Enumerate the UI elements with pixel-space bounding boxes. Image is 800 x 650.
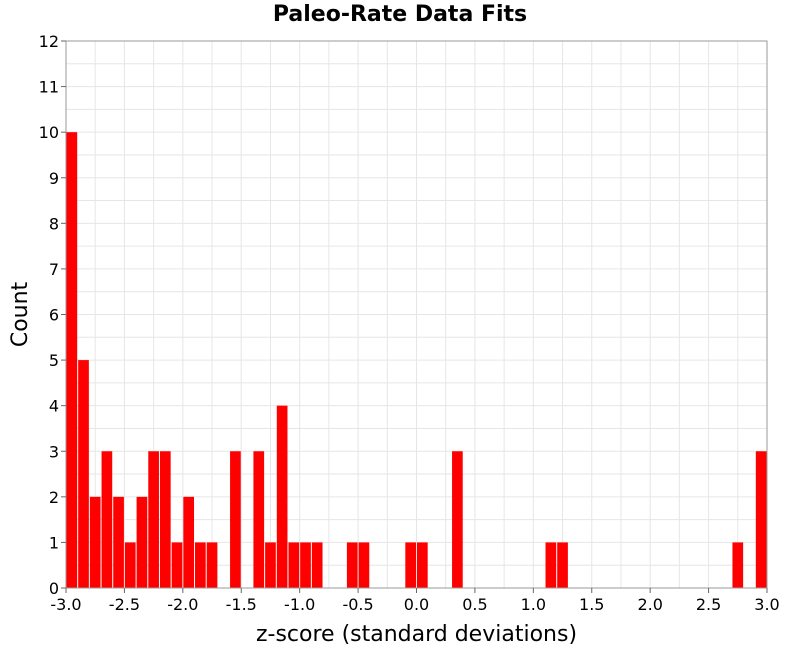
y-tick-label: 10 [39, 123, 59, 142]
histogram-bar [300, 542, 311, 588]
histogram-bar [311, 542, 323, 588]
y-tick-label: 5 [49, 351, 59, 370]
histogram-bar [195, 542, 206, 588]
y-tick-label: 2 [49, 488, 59, 507]
chart-title: Paleo-Rate Data Fits [272, 2, 528, 27]
histogram-bar [265, 542, 276, 588]
y-tick-label: 11 [39, 78, 59, 97]
grid-layer [65, 40, 768, 589]
y-tick-label: 8 [49, 214, 59, 233]
histogram-bar [346, 542, 358, 588]
y-tick-label: 0 [49, 579, 59, 598]
x-tick-label: 1.5 [579, 595, 604, 614]
histogram-bar [148, 451, 159, 588]
y-tick-label: 6 [49, 306, 59, 325]
x-tick-label: 3.0 [754, 595, 779, 614]
x-tick-label: 0.5 [462, 595, 487, 614]
x-tick-label: -2.0 [167, 595, 198, 614]
histogram-bar [545, 542, 557, 588]
histogram-bar [113, 496, 124, 588]
histogram-bar [253, 451, 265, 588]
x-axis-label: z-score (standard deviations) [256, 622, 577, 647]
histogram-bar [159, 451, 171, 588]
histogram-bar [78, 360, 89, 588]
x-tick-label: 2.0 [637, 595, 662, 614]
histogram-bar [557, 542, 568, 588]
histogram-bar [288, 542, 300, 588]
x-axis-ticks: -3.0 -2.5 -2.0 -1.5 -1.0 -0.5 0.0 0.5 1.0 1.5 2.0 2… [50, 588, 780, 614]
histogram-bar [124, 542, 136, 588]
histogram-bar [89, 496, 101, 588]
x-tick-label: 1.0 [521, 595, 546, 614]
x-tick-label: -2.5 [109, 595, 140, 614]
y-tick-label: 12 [39, 32, 59, 51]
histogram-bar [276, 405, 288, 588]
histogram-bar [171, 542, 183, 588]
x-tick-label: -0.5 [342, 595, 373, 614]
x-tick-label: 0.0 [404, 595, 429, 614]
histogram-bar [732, 542, 744, 588]
y-tick-label: 7 [49, 260, 59, 279]
y-tick-label: 4 [49, 397, 59, 416]
histogram-bar [136, 496, 148, 588]
x-tick-label: -3.0 [50, 595, 81, 614]
x-tick-label: -1.5 [226, 595, 257, 614]
histogram-bar [66, 132, 78, 588]
x-tick-label: 2.5 [696, 595, 721, 614]
histogram-bar [206, 542, 218, 588]
y-tick-label: 1 [49, 533, 59, 552]
histogram-bar [405, 542, 416, 588]
histogram-bar [755, 451, 767, 588]
histogram-bar [101, 451, 113, 588]
bars-layer [66, 132, 767, 588]
x-tick-label: -1.0 [284, 595, 315, 614]
histogram-bar [417, 542, 428, 588]
histogram-bar [183, 496, 195, 588]
y-tick-label: 3 [49, 442, 59, 461]
histogram-bar [358, 542, 370, 588]
y-axis-label: Count [8, 281, 33, 347]
y-tick-label: 9 [49, 169, 59, 188]
histogram-bar [230, 451, 241, 588]
histogram-bar [452, 451, 463, 588]
